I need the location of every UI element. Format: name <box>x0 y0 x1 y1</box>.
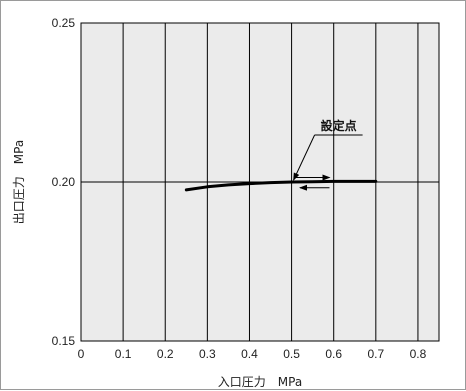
x-tick-label: 0.8 <box>410 347 427 361</box>
y-tick-label: 0.25 <box>52 16 76 30</box>
x-tick-label: 0.5 <box>283 347 300 361</box>
y-tick-label: 0.15 <box>52 334 76 348</box>
x-tick-label: 0.2 <box>157 347 174 361</box>
y-axis-label: 出口圧力 MPa <box>12 140 26 224</box>
x-tick-labels: 0 0.1 0.2 0.3 0.4 0.5 0.6 0.7 0.8 <box>78 347 427 361</box>
x-tick-label: 0.1 <box>115 347 132 361</box>
x-axis-label: 入口圧力 MPa <box>218 375 302 389</box>
data-series <box>184 179 378 192</box>
direction-arrows <box>295 174 331 191</box>
x-tick-label: 0.7 <box>367 347 384 361</box>
y-tick-label: 0.20 <box>52 175 76 189</box>
x-tick-label: 0.6 <box>325 347 342 361</box>
set-point-leader-line <box>293 134 316 181</box>
set-point-label: 設定点 <box>321 118 357 133</box>
annotation-group: 設定点 <box>293 118 363 181</box>
x-tick-label: 0 <box>78 347 85 361</box>
x-tick-label: 0.3 <box>199 347 216 361</box>
y-tick-labels: 0.15 0.20 0.25 <box>52 16 76 348</box>
x-tick-label: 0.4 <box>241 347 258 361</box>
series-line <box>184 179 378 192</box>
